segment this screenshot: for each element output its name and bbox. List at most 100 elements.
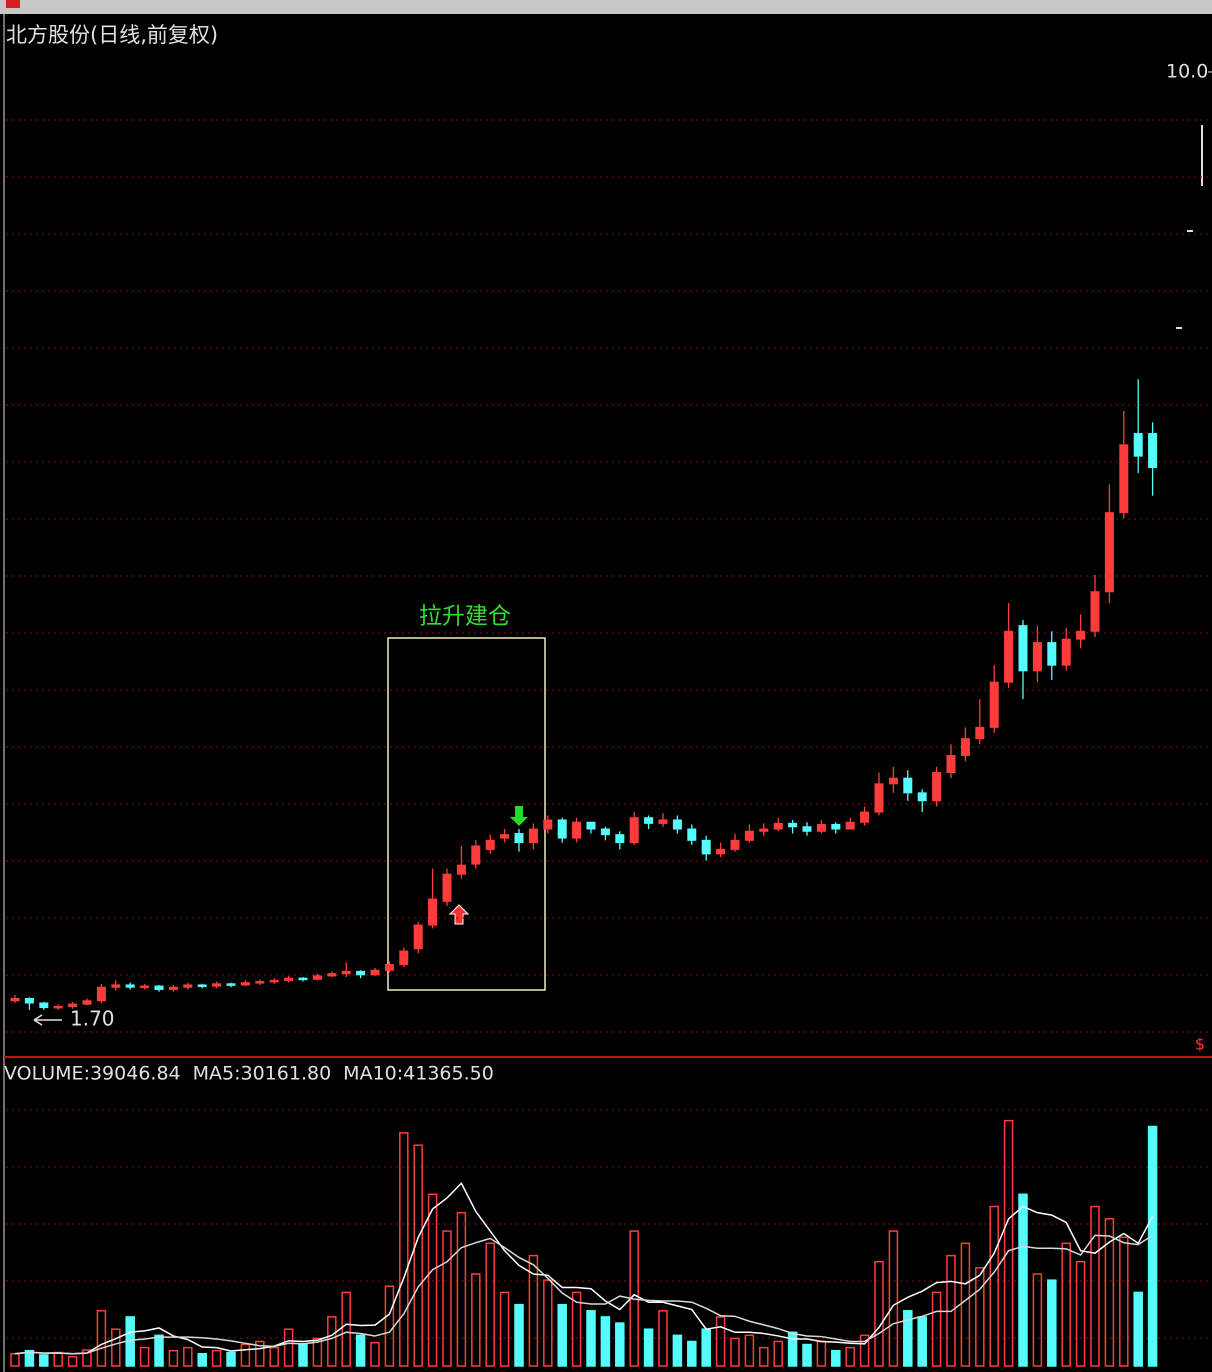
volume-bar bbox=[571, 1291, 582, 1367]
annotation-text: 拉升建仓 bbox=[419, 604, 511, 630]
volume-bar bbox=[615, 1322, 625, 1367]
y-tick-label: 10.0 bbox=[1166, 60, 1208, 82]
candle-body bbox=[932, 772, 942, 802]
volume-bar bbox=[269, 1346, 279, 1367]
volume-bar bbox=[226, 1351, 236, 1367]
volume-bar bbox=[154, 1334, 164, 1367]
candle-body bbox=[1032, 642, 1042, 672]
volume-bar bbox=[1075, 1260, 1086, 1367]
candle-body bbox=[557, 819, 567, 839]
candle-body bbox=[1104, 512, 1114, 593]
volume-bar bbox=[67, 1356, 78, 1367]
candle-body bbox=[658, 819, 668, 824]
volume-bar bbox=[427, 1193, 438, 1367]
candle-body bbox=[629, 817, 639, 844]
volume-bar bbox=[1003, 1119, 1014, 1367]
candle-body bbox=[960, 738, 970, 757]
volume-legend: MA5:30161.80 bbox=[193, 1063, 332, 1085]
candle-body bbox=[672, 819, 682, 830]
candle-body bbox=[10, 998, 20, 1002]
volume-bar bbox=[111, 1328, 121, 1367]
volume-bar bbox=[917, 1316, 927, 1367]
candle-body bbox=[831, 823, 841, 830]
buy-arrow bbox=[448, 904, 470, 925]
volume-bar bbox=[643, 1328, 654, 1367]
candle-body bbox=[154, 985, 164, 990]
volume-bar bbox=[355, 1334, 366, 1367]
volume-bar bbox=[773, 1340, 783, 1367]
candle-body bbox=[701, 839, 711, 855]
volume-bar bbox=[283, 1328, 294, 1367]
volume-bar bbox=[485, 1242, 495, 1367]
volume-bar bbox=[1147, 1125, 1158, 1367]
candle-body bbox=[816, 823, 826, 832]
top-bar-icon bbox=[6, 0, 20, 8]
annotation-box bbox=[387, 637, 546, 991]
volume-bar bbox=[82, 1349, 92, 1367]
volume-bar bbox=[543, 1279, 553, 1367]
candle-body bbox=[644, 817, 654, 824]
low-label: 1.70 bbox=[70, 1007, 115, 1031]
candle-body bbox=[528, 828, 538, 844]
volume-bar bbox=[24, 1349, 35, 1367]
candle-body bbox=[888, 777, 898, 785]
volume-bar bbox=[859, 1334, 870, 1367]
volume-bar bbox=[341, 1291, 351, 1367]
volume-bar bbox=[183, 1346, 193, 1367]
low-arrow-head bbox=[33, 1014, 43, 1026]
volume-bar bbox=[831, 1349, 841, 1367]
candle-body bbox=[773, 822, 783, 830]
volume-bar bbox=[672, 1334, 683, 1367]
candle-body bbox=[1018, 625, 1028, 672]
volume-bar bbox=[39, 1354, 49, 1367]
candle-body bbox=[82, 1000, 92, 1005]
candle-body bbox=[1148, 433, 1158, 468]
candle-body bbox=[255, 981, 265, 984]
volume-bar bbox=[1133, 1291, 1143, 1367]
volume-bar bbox=[168, 1349, 179, 1367]
volume-bar bbox=[255, 1340, 265, 1367]
candle-body bbox=[341, 970, 351, 975]
volume-bar bbox=[471, 1273, 481, 1367]
candle-body bbox=[716, 848, 726, 855]
candle-body bbox=[946, 755, 956, 774]
volume-bar bbox=[787, 1331, 798, 1367]
volume-legend: VOLUME:39046.84 bbox=[4, 1063, 181, 1085]
volume-bar bbox=[96, 1310, 107, 1367]
candle-body bbox=[53, 1005, 63, 1009]
volume-bar bbox=[312, 1337, 323, 1367]
candle-body bbox=[428, 898, 438, 926]
candle-body bbox=[96, 986, 106, 1002]
volume-bar bbox=[240, 1343, 251, 1367]
candle-body bbox=[312, 975, 322, 980]
grid-decor bbox=[6, 119, 1212, 1339]
volume-bar bbox=[399, 1132, 409, 1367]
candle-body bbox=[917, 792, 927, 802]
candle-body bbox=[860, 811, 870, 823]
candle-body bbox=[298, 977, 308, 981]
candle-body bbox=[327, 973, 337, 977]
candle-body bbox=[1119, 444, 1129, 514]
volume-bar bbox=[960, 1242, 971, 1367]
candle-body bbox=[744, 830, 754, 841]
volume-bar bbox=[816, 1340, 827, 1367]
volume-bar bbox=[197, 1352, 207, 1367]
volume-bar bbox=[211, 1349, 222, 1367]
volume-bar bbox=[658, 1310, 668, 1367]
volume-bar bbox=[687, 1340, 697, 1367]
volume-bar bbox=[1104, 1218, 1115, 1367]
volume-bar bbox=[759, 1346, 769, 1367]
candle-body bbox=[788, 822, 798, 828]
candle-body bbox=[212, 983, 222, 987]
volume-bar bbox=[802, 1343, 812, 1367]
candle-body bbox=[399, 950, 409, 966]
volume-bar bbox=[888, 1230, 899, 1367]
candle-body bbox=[24, 998, 34, 1004]
candle-body bbox=[226, 983, 236, 986]
candle-body bbox=[874, 783, 884, 813]
candle-body bbox=[240, 982, 250, 986]
candle-body bbox=[197, 984, 207, 987]
volume-bar bbox=[499, 1291, 510, 1367]
